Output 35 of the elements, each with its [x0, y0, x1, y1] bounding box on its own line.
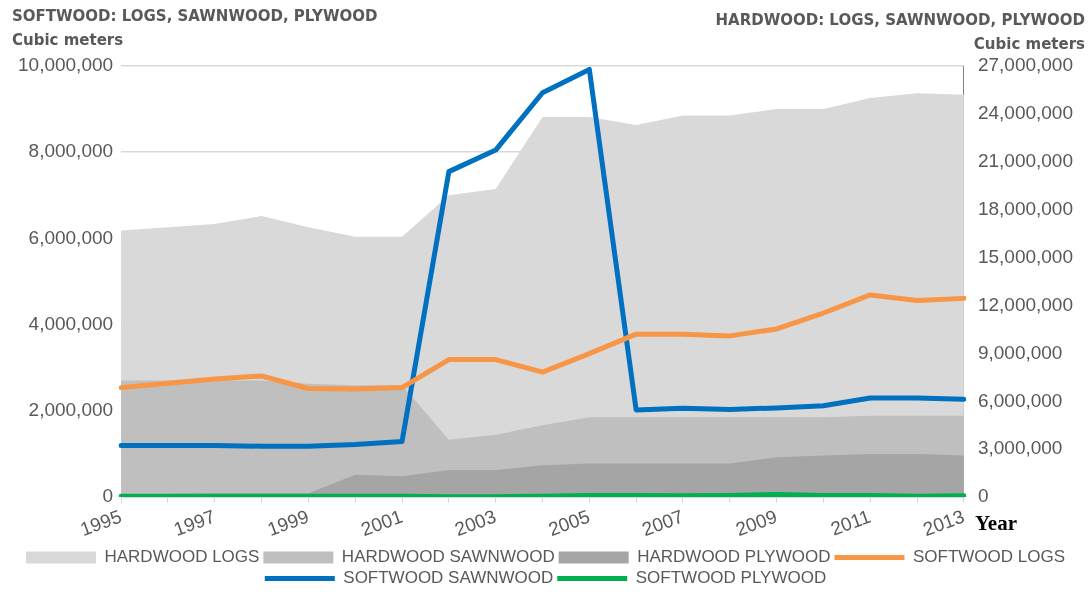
x-tick-label: 1997 [170, 505, 218, 540]
y2-tick-label: 6,000,000 [977, 389, 1063, 411]
y2-tick-label: 27,000,000 [977, 54, 1073, 76]
y2-tick-label: 24,000,000 [977, 102, 1073, 124]
x-tick-label: 2011 [827, 505, 874, 540]
x-axis-title: Year [975, 511, 1017, 535]
y2-tick-label: 9,000,000 [977, 341, 1063, 363]
y2-tick-label: 21,000,000 [977, 150, 1073, 172]
y-tick-label: 8,000,000 [28, 140, 114, 162]
y2-tick-label: 15,000,000 [977, 245, 1073, 267]
x-tick-label: 1999 [264, 505, 312, 540]
y2-axis-title: HARDWOOD: LOGS, SAWNWOOD, PLYWOOD Cubic meters [715, 10, 1085, 55]
legend-label: SOFTWOOD SAWNWOOD [343, 568, 554, 588]
x-tick-label: 2009 [732, 505, 780, 540]
legend-label: SOFTWOOD PLYWOOD [635, 568, 827, 588]
y-tick-label: 0 [102, 485, 114, 507]
y-tick-label: 10,000,000 [18, 54, 114, 76]
y2-tick-label: 3,000,000 [977, 437, 1063, 459]
legend-label: HARDWOOD LOGS [104, 547, 260, 567]
y2-tick-label: 0 [977, 485, 989, 507]
x-tick-label: 1995 [77, 505, 125, 540]
x-tick-label: 2005 [545, 505, 593, 540]
legend-label: HARDWOOD SAWNWOOD [341, 547, 555, 567]
y2-tick-label: 18,000,000 [977, 197, 1073, 219]
x-tick-label: 2013 [920, 505, 968, 540]
y2-tick-label: 12,000,000 [977, 293, 1073, 315]
y-tick-label: 6,000,000 [28, 226, 114, 248]
y-tick-label: 2,000,000 [28, 399, 114, 421]
legend-label: HARDWOOD PLYWOOD [637, 547, 831, 567]
x-tick-label: 2001 [358, 505, 406, 540]
y-tick-label: 4,000,000 [28, 312, 114, 334]
x-tick-label: 2003 [451, 505, 499, 540]
y-axis-title: SOFTWOOD: LOGS, SAWNWOOD, PLYWOOD Cubic meters [12, 6, 378, 51]
x-tick-label: 2007 [639, 505, 687, 540]
legend-label: SOFTWOOD LOGS [912, 547, 1066, 567]
